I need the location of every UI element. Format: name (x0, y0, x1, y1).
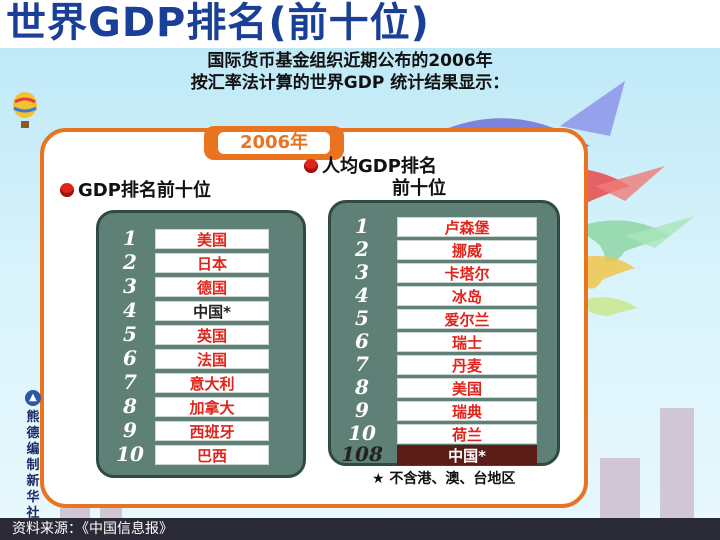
country-name: 中国* (397, 445, 537, 465)
rank-number: 3 (123, 274, 137, 298)
rank-number: 10 (348, 421, 376, 445)
rank-number: 1 (355, 214, 369, 238)
country-name: 冰岛 (397, 286, 537, 306)
page-title: 世界GDP排名(前十位) (6, 0, 430, 46)
credit-char: 新 (26, 474, 40, 489)
author-credit: ▲ 熊 德 编 制 新 华 社 发 (22, 390, 44, 538)
country-name: 瑞典 (397, 401, 537, 421)
country-name: 加拿大 (155, 397, 269, 417)
rank-number: 7 (355, 352, 369, 376)
rank-number: 8 (123, 394, 137, 418)
rank-number: 7 (123, 370, 137, 394)
skyline-building (660, 408, 694, 518)
credit-char: 编 (26, 442, 40, 457)
rank-number: 2 (355, 237, 369, 261)
country-name: 英国 (155, 325, 269, 345)
intro-line: 国际货币基金组织近期公布的2006年 (207, 51, 493, 71)
country-name: 巴西 (155, 445, 269, 465)
rank-number: 3 (355, 260, 369, 284)
rank-number: 9 (123, 418, 137, 442)
per-capita-label-line1: 人均GDP排名 (322, 156, 437, 177)
footnote: ★ 不含港、澳、台地区 (372, 471, 516, 487)
source-bar: 资料来源：《中国信息报》 (0, 518, 720, 540)
intro-line: 按汇率法计算的世界GDP 统计结果显示： (190, 73, 510, 93)
xinhua-logo-icon: ▲ (25, 390, 41, 406)
country-name: 中国* (155, 301, 269, 321)
country-name: 卢森堡 (397, 217, 537, 237)
country-name: 美国 (155, 229, 269, 249)
country-name: 爱尔兰 (397, 309, 537, 329)
rank-number: 2 (123, 250, 137, 274)
rank-number: 10 (116, 442, 144, 466)
credit-char: 社 (26, 506, 40, 521)
country-name: 日本 (155, 253, 269, 273)
credit-char: 制 (26, 458, 40, 473)
intro-text: 国际货币基金组织近期公布的2006年 按汇率法计算的世界GDP 统计结果显示： (90, 50, 610, 94)
year-tab: 2006年 (204, 126, 344, 160)
country-name: 法国 (155, 349, 269, 369)
country-name: 西班牙 (155, 421, 269, 441)
country-name: 挪威 (397, 240, 537, 260)
credit-char: 华 (26, 490, 40, 505)
gdp-rank-column: 1 美国 2 日本 3 德国 4 中国* 5 英国 6 法国 7 意大利 8 加拿大 9 西班牙 … (96, 210, 306, 478)
skyline-building (600, 458, 640, 518)
rank-number: 4 (355, 283, 369, 307)
bullet-icon (60, 183, 74, 197)
rank-number: 9 (355, 398, 369, 422)
gdp-rank-label: GDP排名前十位 (78, 180, 211, 201)
country-name: 德国 (155, 277, 269, 297)
credit-char: 熊 (26, 410, 40, 425)
credit-char: 德 (26, 426, 40, 441)
gdp-rank-heading: GDP排名前十位 (60, 180, 211, 202)
rank-number: 1 (123, 226, 137, 250)
rank-number: 5 (355, 306, 369, 330)
per-capita-label-line2: 前十位 (392, 178, 446, 199)
rank-number: 5 (123, 322, 137, 346)
country-name: 丹麦 (397, 355, 537, 375)
country-name: 意大利 (155, 373, 269, 393)
rank-number: 6 (123, 346, 137, 370)
per-capita-rank-column: 1 卢森堡 2 挪威 3 卡塔尔 4 冰岛 5 爱尔兰 6 瑞士 7 丹麦 8 美国 9 瑞典 1… (328, 200, 560, 466)
country-name: 荷兰 (397, 424, 537, 444)
per-capita-rank-heading: 人均GDP排名 前十位 (304, 156, 446, 200)
country-name: 瑞士 (397, 332, 537, 352)
year-label: 2006年 (218, 132, 330, 154)
infographic-poster: 国际货币基金组织近期公布的2006年 按汇率法计算的世界GDP 统计结果显示： … (0, 48, 720, 540)
hot-air-balloon-icon (13, 92, 37, 128)
rank-number: 6 (355, 329, 369, 353)
rank-number: 8 (355, 375, 369, 399)
country-name: 美国 (397, 378, 537, 398)
rank-number: 108 (341, 442, 383, 466)
rank-number: 4 (123, 298, 137, 322)
bullet-icon (304, 159, 318, 173)
country-name: 卡塔尔 (397, 263, 537, 283)
